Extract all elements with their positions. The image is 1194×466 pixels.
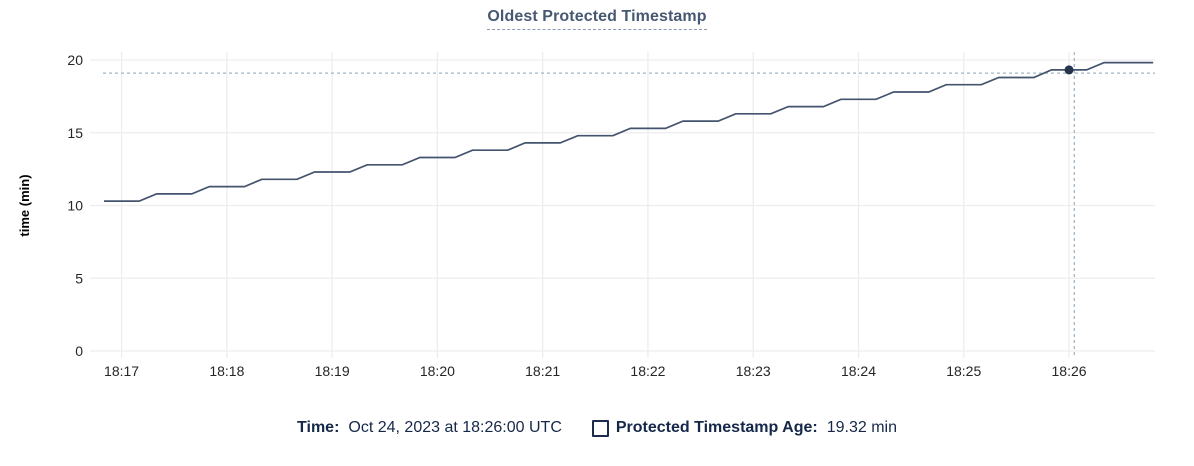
series-value: 19.32 min [826,419,897,436]
chart-header: Oldest Protected Timestamp [0,8,1194,30]
x-tick-label: 18:21 [525,363,560,379]
y-tick-label: 15 [67,125,83,141]
y-tick-label: 20 [67,52,83,68]
hover-legend: Time: Oct 24, 2023 at 18:26:00 UTC Prote… [0,419,1194,437]
y-axis-label: time (min) [17,174,32,236]
x-tick-label: 18:17 [104,363,139,379]
series-label: Protected Timestamp Age: [615,419,818,436]
y-tick-label: 0 [75,343,83,359]
y-tick-label: 10 [67,198,83,214]
time-value: Oct 24, 2023 at 18:26:00 UTC [348,419,562,436]
hover-point-dot [1064,65,1074,75]
x-tick-label: 18:18 [209,363,244,379]
chart-title[interactable]: Oldest Protected Timestamp [487,8,707,30]
x-tick-label: 18:25 [946,363,981,379]
legend-item-protected-timestamp-age[interactable]: Protected Timestamp Age: 19.32 min [591,419,897,437]
x-tick-label: 18:22 [630,363,665,379]
time-label: Time: [297,419,340,436]
x-tick-label: 18:20 [420,363,455,379]
x-tick-label: 18:23 [736,363,771,379]
line-chart[interactable]: 0 5 10 15 20 18:17 18:18 18:19 18:20 18:21 18:22 18… [0,0,1194,410]
series-line [104,61,1154,202]
x-tick-label: 18:19 [315,363,350,379]
hover-time: Time: Oct 24, 2023 at 18:26:00 UTC [297,419,562,437]
x-tick-label: 18:26 [1052,363,1087,379]
y-tick-label: 5 [75,270,83,286]
x-tick-label: 18:24 [841,363,876,379]
legend-checkbox-icon[interactable] [591,419,609,437]
